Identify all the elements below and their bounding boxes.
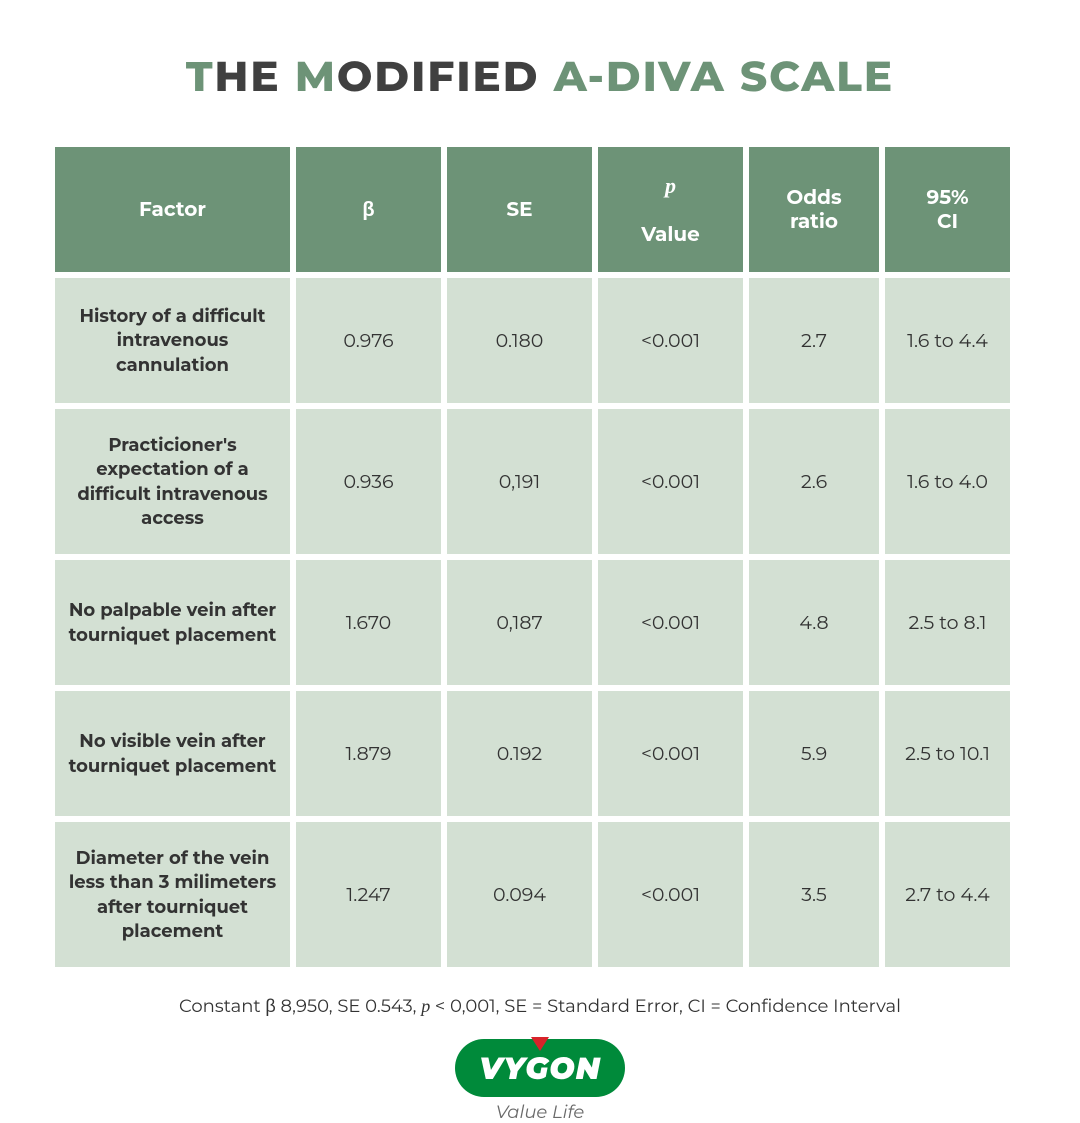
title-fragment: A-DIVA SCALE xyxy=(554,50,894,102)
title-fragment: T xyxy=(186,50,215,102)
data-cell: 1.879 xyxy=(296,691,441,816)
footnote-post: < 0,001, SE = Standard Error, CI = Confi… xyxy=(430,995,901,1017)
title-fragment: HE xyxy=(215,50,295,102)
data-cell: 1.670 xyxy=(296,560,441,685)
factor-cell: Practicioner's expectation of a difficul… xyxy=(55,409,290,554)
data-cell: 0.180 xyxy=(447,278,592,403)
data-cell: 5.9 xyxy=(749,691,879,816)
table-footnote: Constant β 8,950, SE 0.543, p < 0,001, S… xyxy=(55,995,1025,1017)
data-cell: 0.094 xyxy=(447,822,592,967)
data-cell: 3.5 xyxy=(749,822,879,967)
data-cell: 2.5 to 10.1 xyxy=(885,691,1010,816)
data-cell: 0.192 xyxy=(447,691,592,816)
data-cell: 2.7 xyxy=(749,278,879,403)
data-cell: <0.001 xyxy=(598,822,743,967)
vygon-logo: VYGON xyxy=(455,1039,625,1097)
data-cell: 0.936 xyxy=(296,409,441,554)
data-cell: <0.001 xyxy=(598,409,743,554)
data-cell: 4.8 xyxy=(749,560,879,685)
factor-cell: No visible vein after tourniquet placeme… xyxy=(55,691,290,816)
data-cell: 2.5 to 8.1 xyxy=(885,560,1010,685)
column-header: SE xyxy=(447,147,592,272)
title-fragment: ODIFIED xyxy=(337,50,554,102)
column-header: pValue xyxy=(598,147,743,272)
data-cell: <0.001 xyxy=(598,691,743,816)
page-title: THE MODIFIED A-DIVA SCALE xyxy=(55,50,1025,102)
logo-tagline: Value Life xyxy=(496,1101,585,1123)
data-cell: 2.6 xyxy=(749,409,879,554)
title-fragment: M xyxy=(295,50,337,102)
footnote-pre: Constant β 8,950, SE 0.543, xyxy=(179,995,421,1017)
column-header: Oddsratio xyxy=(749,147,879,272)
data-cell: 0,187 xyxy=(447,560,592,685)
logo-triangle-icon xyxy=(531,1037,549,1051)
data-cell: 0.976 xyxy=(296,278,441,403)
factor-cell: No palpable vein after tourniquet placem… xyxy=(55,560,290,685)
data-cell: 1.6 to 4.4 xyxy=(885,278,1010,403)
column-header: 95%CI xyxy=(885,147,1010,272)
logo-text: VYGON xyxy=(479,1050,601,1087)
data-cell: <0.001 xyxy=(598,560,743,685)
brand-logo-block: VYGON Value Life xyxy=(55,1039,1025,1123)
factor-cell: History of a difficult intravenous cannu… xyxy=(55,278,290,403)
column-header: Factor xyxy=(55,147,290,272)
data-cell: 2.7 to 4.4 xyxy=(885,822,1010,967)
adiva-scale-table: FactorβSEpValueOddsratio95%CI History of … xyxy=(55,147,1025,967)
data-cell: 0,191 xyxy=(447,409,592,554)
data-cell: 1.6 to 4.0 xyxy=(885,409,1010,554)
column-header: β xyxy=(296,147,441,272)
factor-cell: Diameter of the vein less than 3 milimet… xyxy=(55,822,290,967)
data-cell: 1.247 xyxy=(296,822,441,967)
data-cell: <0.001 xyxy=(598,278,743,403)
footnote-p-symbol: p xyxy=(421,996,430,1016)
